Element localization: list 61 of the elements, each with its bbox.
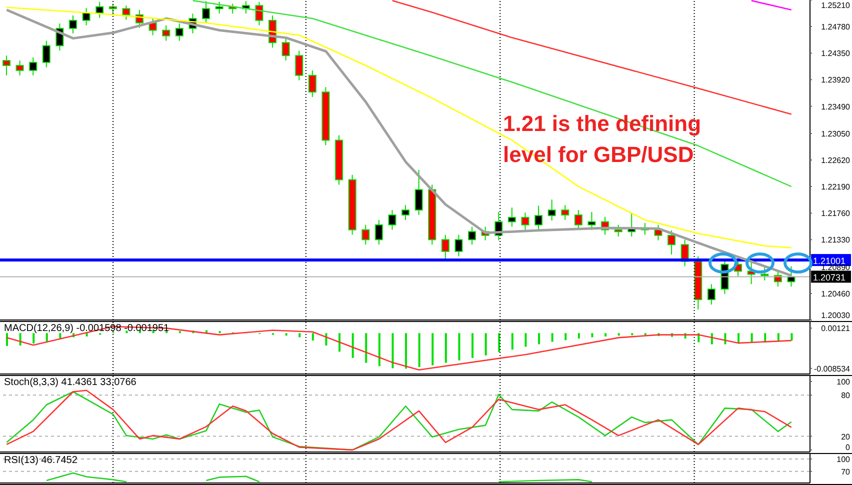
chart-title: RSI(13) 46.7452	[4, 455, 78, 466]
y-tick-label: 80	[841, 391, 851, 400]
y-tick-label: 1.20460	[821, 289, 851, 298]
y-tick-label: 1.23050	[821, 129, 851, 138]
candlestick	[362, 224, 370, 246]
y-tick-label: 100	[836, 377, 851, 386]
y-tick-label: 1.24350	[821, 49, 851, 58]
y-tick-label: 1.20030	[821, 311, 851, 320]
candlestick	[29, 56, 38, 76]
candlestick	[707, 284, 716, 306]
candlestick	[16, 60, 24, 76]
candlestick	[468, 226, 476, 246]
y-tick-label: 100	[836, 455, 851, 464]
y-tick-label: 1.23490	[821, 102, 851, 112]
candlestick	[96, 1, 104, 18]
y-tick-label: 1.23920	[821, 76, 851, 85]
y-tick-label: 0.00121	[821, 324, 851, 334]
y-tick-label: 1.22620	[821, 156, 851, 165]
candlestick	[454, 234, 463, 257]
candlestick	[668, 230, 676, 256]
y-tick-label: -0.008534	[814, 364, 851, 374]
y-tick-label: 1.21330	[821, 236, 851, 245]
ref-line-label: 1.20731	[813, 272, 846, 283]
y-tick-label: 1.22190	[821, 182, 851, 192]
line-series	[392, 0, 792, 115]
candlestick	[295, 50, 304, 81]
candlestick	[548, 199, 556, 222]
candlestick	[521, 212, 530, 230]
y-tick-label: 1.24780	[821, 22, 851, 32]
candlestick	[561, 204, 570, 220]
candlestick	[508, 207, 516, 228]
line-series	[46, 472, 128, 482]
y-tick-label: 1.25210	[821, 1, 851, 10]
candlestick	[374, 219, 383, 246]
candlestick	[122, 5, 130, 20]
candlestick	[69, 14, 78, 34]
candlestick	[202, 0, 210, 24]
candlestick	[388, 210, 396, 230]
candlestick	[82, 8, 90, 26]
candlestick	[148, 17, 157, 36]
candlestick	[308, 70, 316, 98]
chart-title: Stoch(8,3,3) 41.4361 33.0766	[4, 377, 136, 388]
candlestick	[42, 40, 50, 68]
y-tick-label: 70	[841, 467, 851, 476]
line-series	[6, 326, 792, 371]
line-series	[192, 0, 792, 188]
candlestick	[760, 266, 769, 281]
candlestick	[414, 169, 423, 216]
candlestick	[162, 24, 170, 42]
candlestick	[574, 210, 582, 230]
y-tick-label: 1.21760	[821, 209, 851, 218]
candlestick	[2, 55, 10, 76]
candlestick	[255, 1, 264, 26]
candlestick	[402, 204, 410, 220]
y-tick-label: 20	[841, 432, 851, 442]
candlestick	[215, 1, 224, 14]
y-tick-label: 0	[846, 443, 851, 452]
candlestick	[175, 22, 184, 42]
candlestick	[534, 205, 543, 230]
candlestick	[282, 37, 290, 62]
candlestick	[588, 211, 596, 230]
